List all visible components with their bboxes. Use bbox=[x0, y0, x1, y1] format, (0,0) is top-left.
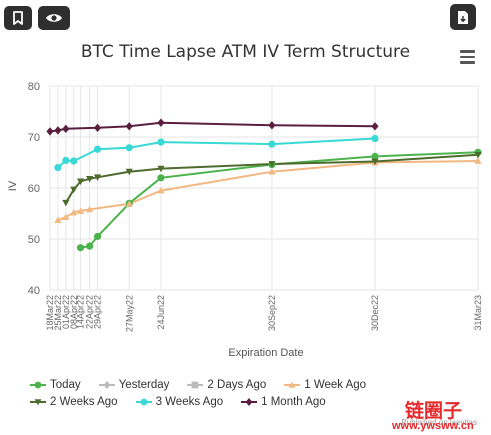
data-point-2-weeks-ago[interactable] bbox=[62, 199, 70, 207]
data-point-1-month-ago[interactable] bbox=[93, 123, 102, 133]
data-point-1-month-ago[interactable] bbox=[46, 127, 54, 136]
legend-symbol bbox=[30, 381, 46, 388]
legend-label: 1 Month Ago bbox=[261, 395, 326, 408]
x-tick-label: 25Mar22 bbox=[53, 295, 63, 331]
x-tick-label: 31Mar23 bbox=[473, 295, 483, 331]
series-line-1-week-ago bbox=[57, 160, 479, 222]
y-tick-label: 70 bbox=[28, 132, 40, 144]
data-point-2-weeks-ago[interactable] bbox=[157, 165, 165, 173]
data-point-1-week-ago[interactable] bbox=[62, 213, 70, 220]
hamburger-menu-icon[interactable] bbox=[460, 50, 475, 67]
data-point-3-weeks-ago[interactable] bbox=[125, 144, 133, 152]
data-point-1-week-ago[interactable] bbox=[268, 168, 276, 175]
data-point-1-week-ago[interactable] bbox=[54, 216, 62, 224]
legend-item-2-days-ago[interactable]: 2 Days Ago bbox=[187, 379, 266, 391]
data-point-2-weeks-ago[interactable] bbox=[70, 186, 78, 194]
x-tick-label: 24Jun22 bbox=[156, 295, 166, 330]
legend-label: Today bbox=[50, 378, 81, 391]
x-axis-label: Expiration Date bbox=[228, 347, 303, 359]
x-tick-label: 01Apr22 bbox=[61, 295, 71, 329]
data-point-today[interactable] bbox=[93, 232, 102, 241]
data-point-3-weeks-ago[interactable] bbox=[371, 134, 379, 143]
data-point-2-weeks-ago[interactable] bbox=[371, 158, 379, 166]
x-tick-label: 18Mar22 bbox=[45, 295, 55, 331]
legend-item-2-weeks-ago[interactable]: 2 Weeks Ago bbox=[30, 396, 118, 408]
x-tick-label: 22Apr22 bbox=[85, 295, 95, 329]
bookmark-icon bbox=[13, 11, 23, 25]
y-tick-label: 50 bbox=[28, 234, 40, 246]
data-point-1-month-ago[interactable] bbox=[268, 121, 276, 130]
legend-label: 3 Weeks Ago bbox=[155, 395, 224, 408]
data-point-2-weeks-ago[interactable] bbox=[93, 174, 102, 181]
legend-item-1-week-ago[interactable]: 1 Week Ago bbox=[284, 379, 366, 391]
legend-item-today[interactable]: Today bbox=[30, 379, 81, 391]
data-point-today[interactable] bbox=[371, 152, 379, 160]
data-point-1-week-ago[interactable] bbox=[474, 157, 482, 164]
data-point-1-month-ago[interactable] bbox=[157, 118, 165, 127]
legend-symbol bbox=[284, 381, 301, 388]
legend-symbol bbox=[30, 398, 46, 405]
data-point-1-week-ago[interactable] bbox=[157, 186, 165, 194]
legend-label: Yesterday bbox=[118, 378, 170, 391]
x-tick-label: 27May22 bbox=[124, 295, 134, 332]
legend-symbol bbox=[187, 381, 204, 388]
x-tick-label: 29Apr22 bbox=[93, 295, 103, 329]
data-point-3-weeks-ago[interactable] bbox=[268, 140, 276, 148]
legend-item-yesterday[interactable]: Yesterday bbox=[98, 378, 170, 391]
legend-symbol bbox=[98, 380, 115, 389]
download-icon bbox=[458, 10, 468, 24]
data-point-1-month-ago[interactable] bbox=[371, 122, 379, 131]
data-point-today[interactable] bbox=[86, 242, 94, 250]
data-point-today[interactable] bbox=[76, 244, 85, 252]
data-point-1-week-ago[interactable] bbox=[125, 200, 133, 207]
eye-icon bbox=[46, 14, 62, 22]
view-button[interactable] bbox=[38, 6, 70, 30]
data-point-1-week-ago[interactable] bbox=[76, 207, 85, 214]
data-point-3-weeks-ago[interactable] bbox=[54, 164, 62, 172]
data-point-1-month-ago[interactable] bbox=[54, 126, 62, 135]
legend-symbol bbox=[241, 397, 258, 406]
download-button[interactable] bbox=[450, 4, 476, 30]
data-point-today[interactable] bbox=[157, 174, 165, 182]
x-tick-label: 30Sep22 bbox=[267, 295, 277, 331]
credit-text: Published on laevitas bbox=[401, 418, 477, 427]
stamp-logo: 链圈子 bbox=[405, 400, 463, 422]
data-point-3-weeks-ago[interactable] bbox=[93, 145, 102, 153]
data-point-1-week-ago[interactable] bbox=[70, 208, 78, 216]
stamp-url: www.ywsww.cn bbox=[392, 420, 474, 432]
data-point-2-weeks-ago[interactable] bbox=[268, 161, 276, 168]
data-point-3-weeks-ago[interactable] bbox=[62, 156, 70, 165]
legend-symbol bbox=[135, 398, 152, 405]
series-line-2-weeks-ago bbox=[65, 153, 479, 204]
x-tick-label: 30Dec22 bbox=[370, 295, 380, 331]
data-point-3-weeks-ago[interactable] bbox=[157, 138, 165, 146]
y-tick-label: 60 bbox=[28, 183, 40, 195]
legend-item-1-month-ago[interactable]: 1 Month Ago bbox=[241, 396, 326, 408]
y-axis-label: IV bbox=[7, 180, 19, 191]
data-point-2-weeks-ago[interactable] bbox=[86, 175, 94, 183]
data-point-2-weeks-ago[interactable] bbox=[125, 168, 133, 176]
chart-legend: Today Yesterday 2 Days Ago 1 Week Ago 2 Week… bbox=[30, 376, 490, 410]
data-point-1-week-ago[interactable] bbox=[86, 205, 94, 213]
data-point-2-weeks-ago[interactable] bbox=[76, 178, 85, 185]
y-tick-label: 40 bbox=[28, 285, 40, 297]
data-point-1-month-ago[interactable] bbox=[62, 124, 70, 134]
data-point-1-month-ago[interactable] bbox=[125, 122, 133, 131]
y-tick-label: 80 bbox=[28, 81, 40, 93]
chart-title: BTC Time Lapse ATM IV Term Structure bbox=[80, 42, 411, 62]
x-tick-label: 14Apr22 bbox=[76, 295, 86, 329]
legend-label: 2 Days Ago bbox=[207, 378, 267, 391]
x-tick-label: 08Apr22 bbox=[69, 295, 79, 329]
legend-item-3-weeks-ago[interactable]: 3 Weeks Ago bbox=[135, 395, 224, 408]
legend-label: 1 Week Ago bbox=[304, 378, 367, 391]
bookmark-button[interactable] bbox=[4, 6, 32, 30]
data-point-3-weeks-ago[interactable] bbox=[70, 157, 78, 165]
legend-label: 2 Weeks Ago bbox=[50, 395, 118, 408]
data-point-2-weeks-ago[interactable] bbox=[474, 151, 482, 159]
